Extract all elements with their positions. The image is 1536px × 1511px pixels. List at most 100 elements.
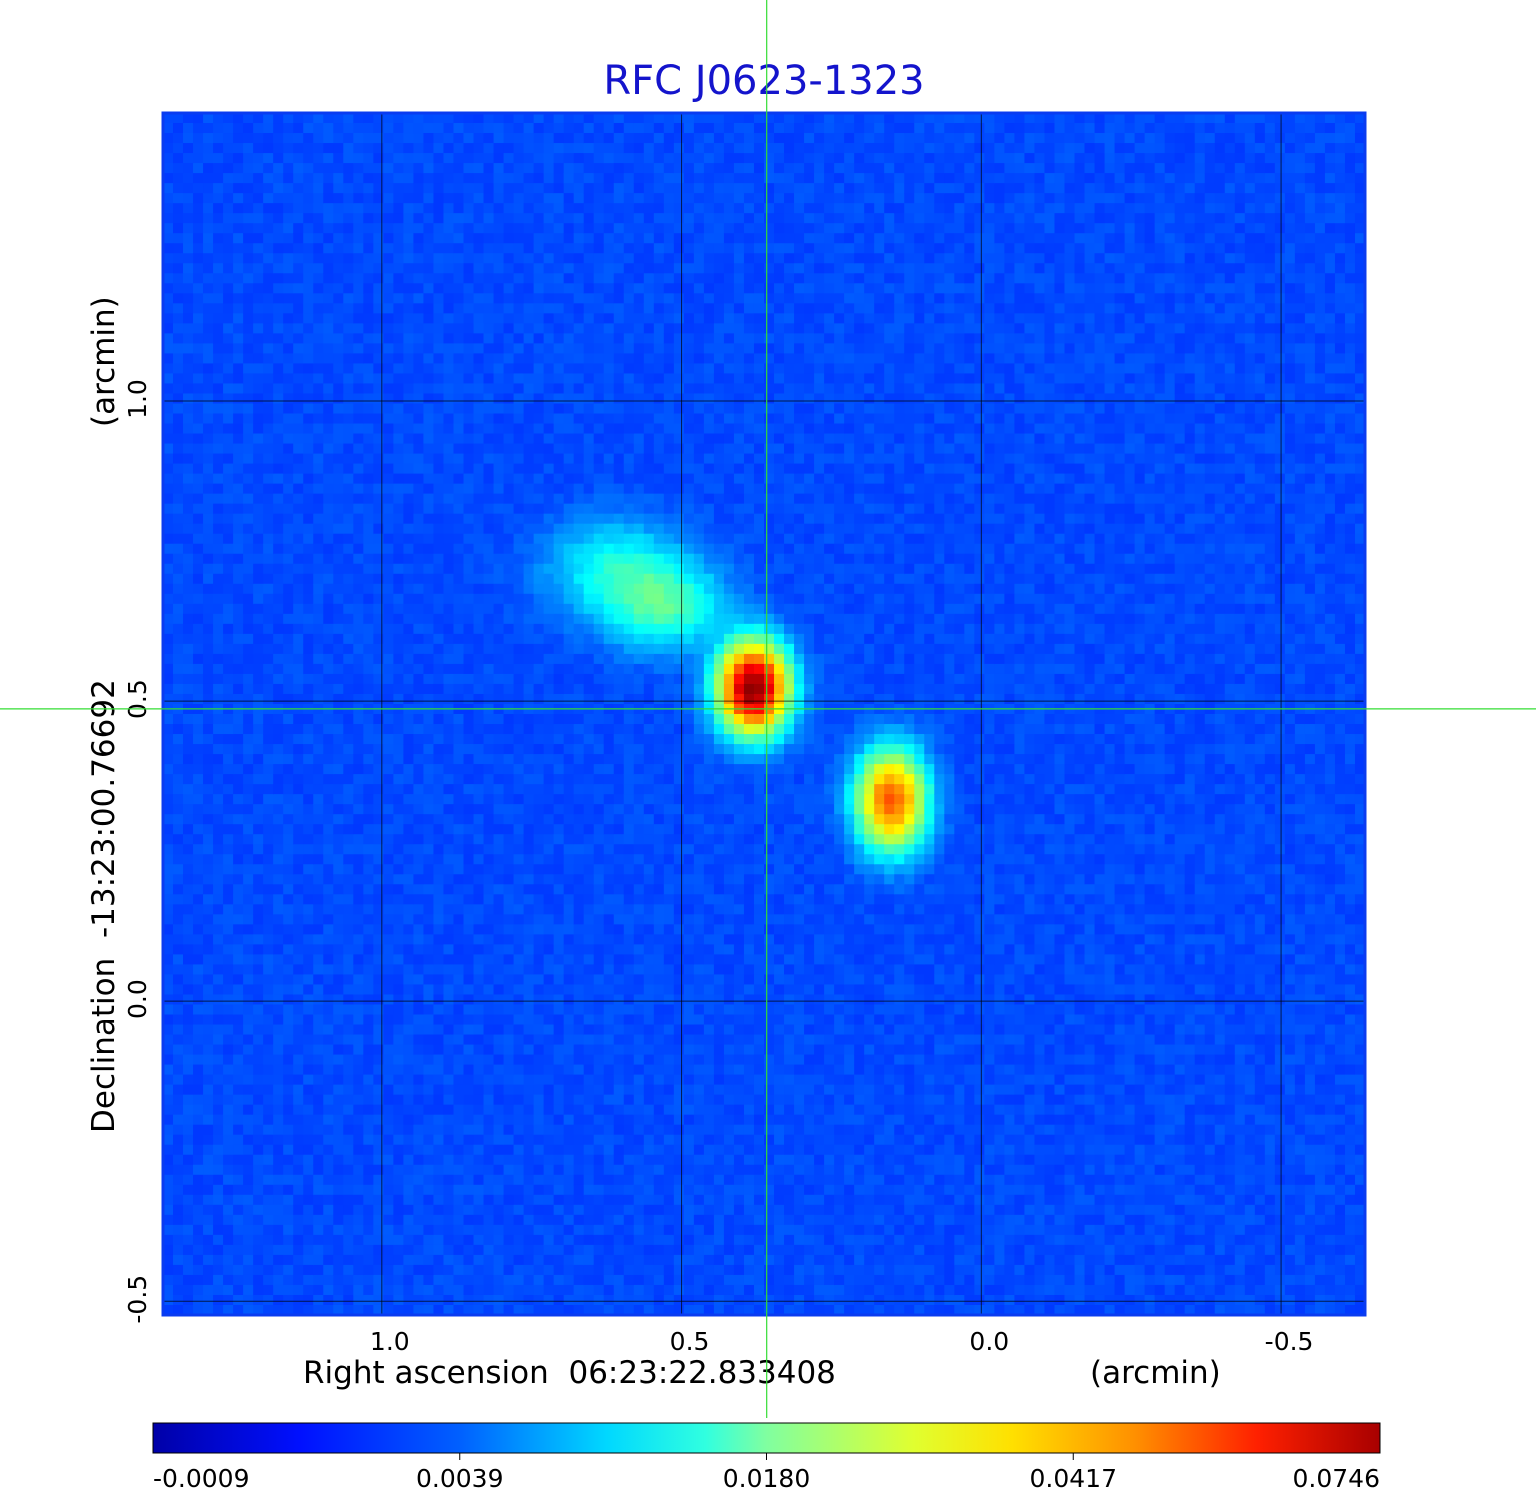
map-cell xyxy=(513,323,525,334)
map-cell xyxy=(383,443,394,455)
map-cell xyxy=(253,323,264,334)
map-cell xyxy=(203,463,214,475)
map-cell xyxy=(463,193,475,204)
map-cell xyxy=(273,1054,284,1066)
map-cell xyxy=(413,1014,425,1026)
map-cell xyxy=(203,483,214,495)
map-cell xyxy=(503,373,515,385)
map-cell xyxy=(253,363,264,375)
map-cell xyxy=(183,884,194,895)
map-cell xyxy=(263,1004,274,1016)
map-cell xyxy=(413,1214,425,1226)
map-cell xyxy=(263,623,274,635)
map-cell xyxy=(273,323,284,334)
map-cell xyxy=(353,253,364,264)
map-cell xyxy=(213,1174,224,1186)
map-cell xyxy=(233,754,244,765)
map-cell xyxy=(573,373,585,385)
map-cell xyxy=(393,513,404,525)
map-cell xyxy=(163,834,174,845)
map-cell xyxy=(503,423,515,435)
map-cell xyxy=(473,263,485,274)
map-cell xyxy=(253,1124,264,1136)
map-cell xyxy=(173,1004,184,1016)
map-cell xyxy=(483,734,495,745)
map-cell xyxy=(363,313,374,324)
map-cell xyxy=(573,834,585,845)
map-cell xyxy=(463,974,475,986)
map-cell xyxy=(393,423,404,435)
map-cell xyxy=(523,724,535,735)
map-cell xyxy=(443,453,455,465)
map-cell xyxy=(423,1234,435,1246)
map-cell xyxy=(533,744,545,755)
map-cell xyxy=(543,724,555,735)
map-cell xyxy=(413,944,425,955)
map-cell xyxy=(233,413,244,425)
map-cell xyxy=(283,954,294,966)
map-cell xyxy=(563,533,575,545)
map-cell xyxy=(493,1034,505,1046)
map-cell xyxy=(203,643,214,655)
map-cell xyxy=(283,393,294,405)
map-cell xyxy=(203,1024,214,1036)
map-cell xyxy=(363,683,374,695)
map-cell xyxy=(473,1224,485,1236)
map-cell xyxy=(283,493,294,505)
map-cell xyxy=(213,263,224,274)
map-cell xyxy=(523,824,535,835)
map-cell xyxy=(313,623,324,635)
map-cell xyxy=(523,533,535,545)
map-cell xyxy=(233,683,244,695)
map-cell xyxy=(203,143,214,154)
map-cell xyxy=(323,623,334,635)
map-cell xyxy=(193,253,204,264)
map-cell xyxy=(503,1004,515,1016)
map-cell xyxy=(333,834,344,845)
map-cell xyxy=(223,363,234,375)
map-cell xyxy=(233,313,244,324)
map-cell xyxy=(273,173,284,184)
map-cell xyxy=(333,1264,344,1276)
map-cell xyxy=(263,994,274,1006)
map-cell xyxy=(253,824,264,835)
map-cell xyxy=(503,1204,515,1216)
map-cell xyxy=(253,673,264,685)
map-cell xyxy=(423,1204,435,1216)
map-cell xyxy=(173,393,184,405)
map-cell xyxy=(223,864,234,875)
map-cell xyxy=(313,954,324,966)
map-cell xyxy=(573,824,585,835)
map-cell xyxy=(213,1034,224,1046)
map-cell xyxy=(443,884,455,895)
map-cell xyxy=(183,313,194,324)
map-cell xyxy=(563,1204,575,1216)
map-cell xyxy=(273,453,284,465)
map-cell xyxy=(513,523,525,535)
map-cell xyxy=(563,1214,575,1226)
map-cell xyxy=(203,263,214,274)
map-cell xyxy=(203,253,214,264)
map-cell xyxy=(163,383,174,395)
map-cell xyxy=(493,1054,505,1066)
map-cell xyxy=(253,744,264,755)
map-cell xyxy=(503,1114,515,1126)
map-cell xyxy=(403,243,415,254)
map-cell xyxy=(413,1174,425,1186)
map-cell xyxy=(373,263,384,274)
map-cell xyxy=(503,744,515,755)
map-cell xyxy=(163,714,174,725)
map-cell xyxy=(293,383,304,395)
map-cell xyxy=(233,163,244,174)
map-cell xyxy=(283,583,294,595)
map-cell xyxy=(513,884,525,895)
map-cell xyxy=(183,864,194,875)
map-cell xyxy=(173,1084,184,1096)
map-cell xyxy=(173,1284,184,1296)
map-cell xyxy=(523,303,535,314)
map-cell xyxy=(333,884,344,895)
map-cell xyxy=(323,1134,334,1146)
map-cell xyxy=(273,1044,284,1056)
map-cell xyxy=(323,293,334,304)
map-cell xyxy=(473,854,485,865)
